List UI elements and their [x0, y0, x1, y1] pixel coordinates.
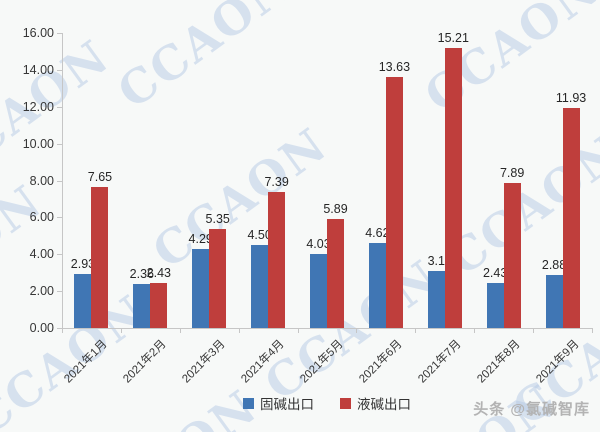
y-axis-tick-label: 0.00 [29, 321, 54, 335]
x-axis-category-label: 2021年2月 [121, 338, 169, 386]
bar-value-label: 11.93 [555, 91, 587, 106]
y-axis-tick [57, 180, 62, 182]
bar-value-label: 5.89 [323, 202, 348, 217]
y-axis-tick-label: 12.00 [22, 99, 54, 114]
bar-value-label: 4.29 [188, 231, 213, 246]
y-axis-tick-label: 16.00 [22, 26, 54, 40]
y-axis-tick-label: 10.00 [22, 136, 54, 151]
bar-value-label: 2.88 [541, 257, 567, 272]
bar-value-label: 7.89 [499, 165, 525, 180]
bar-solid-caustic [251, 245, 269, 328]
bar-liquid-caustic [91, 186, 109, 328]
bar-liquid-caustic [562, 108, 580, 328]
y-axis-tick-label: 6.00 [29, 210, 54, 225]
x-axis-category-label: 2021年6月 [357, 338, 405, 386]
bar-solid-caustic [74, 273, 92, 328]
bar-value-label: 15.21 [437, 30, 469, 45]
bar-solid-caustic [133, 284, 151, 328]
y-axis-tick [57, 217, 62, 219]
y-axis-tick [57, 143, 62, 145]
bar-value-label: 2.36 [129, 267, 154, 282]
bar-value-label: 4.03 [306, 236, 331, 251]
y-axis-tick-label: 14.00 [22, 62, 54, 77]
bar-value-label: 2.43 [482, 266, 508, 281]
x-axis-tick [533, 329, 535, 333]
x-axis-category-label: 2021年9月 [533, 338, 582, 386]
y-axis-tick [57, 328, 62, 329]
legend-item: 液碱出口 [340, 393, 411, 413]
bar-solid-caustic [310, 253, 327, 328]
bar-solid-caustic [192, 248, 210, 328]
bar-liquid-caustic [444, 47, 462, 328]
x-axis-category-label: 2021年4月 [239, 338, 287, 386]
bar-value-label: 4.62 [365, 225, 390, 240]
bar-solid-caustic [427, 270, 445, 328]
x-axis-category-label: 2021年1月 [62, 338, 111, 386]
bar-value-label: 5.35 [205, 212, 230, 227]
bar-liquid-caustic [268, 191, 286, 328]
x-axis-tick [592, 329, 593, 333]
x-axis-category-label: 2021年8月 [474, 338, 523, 386]
legend-swatch-icon [243, 397, 254, 409]
bar-liquid-caustic [209, 229, 227, 328]
x-axis-tick [238, 329, 240, 333]
legend-label: 液碱出口 [357, 397, 411, 412]
y-axis-tick-label: 8.00 [29, 173, 54, 188]
legend-swatch-icon [340, 397, 351, 409]
legend-label: 固碱出口 [260, 397, 314, 412]
bar-value-label: 4.50 [247, 228, 272, 243]
x-axis-category-label: 2021年7月 [416, 338, 464, 386]
bar-value-label: 3.1 [427, 253, 445, 268]
x-axis-tick [297, 329, 299, 333]
y-axis-tick [57, 69, 62, 71]
bar-liquid-caustic [327, 219, 344, 328]
x-axis-tick [120, 329, 122, 333]
x-axis [62, 328, 593, 329]
y-axis-tick [57, 291, 62, 293]
x-axis-tick [179, 329, 181, 333]
x-axis-tick [474, 329, 476, 333]
bar-value-label: 13.63 [378, 59, 411, 74]
x-axis-tick [415, 329, 417, 333]
x-axis-category-label: 2021年3月 [180, 338, 228, 386]
x-axis-tick [62, 329, 63, 333]
y-axis-tick-label: 2.00 [29, 284, 54, 299]
credit-text: 头条 @氯碱智库 [473, 401, 590, 418]
bar-solid-caustic [368, 242, 386, 328]
y-axis-tick [57, 106, 62, 108]
y-axis-tick [57, 254, 62, 256]
bar-value-label: 7.39 [264, 174, 289, 189]
x-axis-category-label: 2021年5月 [298, 338, 346, 386]
bar-liquid-caustic [150, 283, 168, 328]
y-axis [62, 33, 63, 328]
legend-item: 固碱出口 [243, 393, 314, 413]
bar-liquid-caustic [385, 76, 403, 328]
bar-value-label: 2.43 [146, 266, 171, 281]
bar-solid-caustic [486, 283, 504, 328]
legend: 固碱出口 液碱出口 [62, 393, 592, 413]
x-axis-tick [356, 329, 358, 333]
bar-value-label: 7.65 [87, 169, 113, 184]
bar-solid-caustic [545, 274, 563, 328]
bar-value-label: 2.93 [70, 256, 96, 271]
bar-liquid-caustic [503, 182, 521, 328]
y-axis-tick-label: 4.00 [29, 247, 54, 262]
y-axis-tick [57, 33, 62, 34]
